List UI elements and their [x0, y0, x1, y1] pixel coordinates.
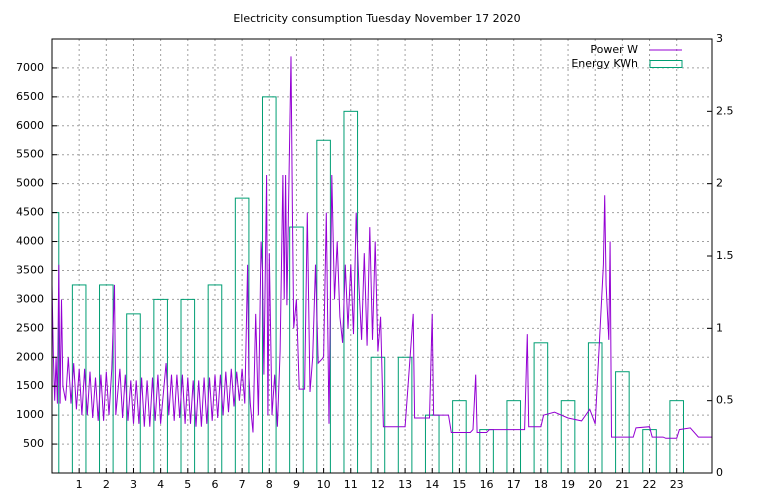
y-tick-label: 4000 [16, 235, 44, 248]
x-tick-label: 6 [211, 478, 218, 491]
x-tick-label: 22 [643, 478, 657, 491]
x-tick-label: 17 [507, 478, 521, 491]
y2-tick-label: 3 [716, 32, 723, 45]
y2-tick-label: 1.5 [716, 249, 734, 262]
x-tick-label: 1 [76, 478, 83, 491]
y-tick-label: 3500 [16, 263, 44, 276]
x-tick-label: 11 [344, 478, 358, 491]
x-tick-label: 18 [534, 478, 548, 491]
x-tick-label: 9 [293, 478, 300, 491]
y2-tick-label: 0.5 [716, 394, 734, 407]
y2-tick-label: 0 [716, 466, 723, 479]
x-tick-label: 20 [588, 478, 602, 491]
x-tick-label: 13 [398, 478, 412, 491]
y2-tick-label: 1 [716, 321, 723, 334]
power-line [52, 56, 712, 439]
x-tick-label: 19 [561, 478, 575, 491]
y-tick-label: 3000 [16, 292, 44, 305]
y-tick-label: 2000 [16, 350, 44, 363]
x-tick-label: 16 [480, 478, 494, 491]
energy-bar [289, 226, 304, 473]
energy-bar [615, 371, 630, 473]
legend-label: Power W [590, 43, 638, 56]
y-tick-label: 500 [23, 437, 44, 450]
x-tick-label: 21 [615, 478, 629, 491]
y-tick-label: 6500 [16, 90, 44, 103]
x-tick-label: 10 [317, 478, 331, 491]
chart-title: Electricity consumption Tuesday November… [233, 12, 520, 25]
y-tick-label: 5500 [16, 148, 44, 161]
y2-tick-label: 2.5 [716, 104, 734, 117]
energy-bar [479, 429, 494, 473]
legend-label: Energy KWh [571, 57, 638, 70]
y-tick-label: 2500 [16, 321, 44, 334]
y-tick-label: 1000 [16, 408, 44, 421]
x-tick-label: 3 [130, 478, 137, 491]
x-tick-label: 23 [670, 478, 684, 491]
legend-swatch [649, 60, 683, 68]
x-tick-label: 5 [184, 478, 191, 491]
x-tick-label: 7 [239, 478, 246, 491]
axes: 1 2 3 4 5 6 7 8 9 10 11 12 13 14 15 16 17 18 19 20 21 22 23500… [16, 32, 734, 491]
y-tick-label: 7000 [16, 61, 44, 74]
x-tick-label: 8 [266, 478, 273, 491]
energy-bar [180, 298, 196, 473]
x-tick-label: 15 [452, 478, 466, 491]
y-tick-label: 4500 [16, 206, 44, 219]
x-tick-label: 2 [103, 478, 110, 491]
y-tick-label: 1500 [16, 379, 44, 392]
lines [52, 56, 712, 439]
y-tick-label: 6000 [16, 119, 44, 132]
y2-tick-label: 2 [716, 177, 723, 190]
energy-bar [642, 429, 657, 473]
x-tick-label: 12 [371, 478, 385, 491]
y-tick-label: 5000 [16, 177, 44, 190]
x-tick-label: 14 [425, 478, 439, 491]
x-tick-label: 4 [157, 478, 164, 491]
